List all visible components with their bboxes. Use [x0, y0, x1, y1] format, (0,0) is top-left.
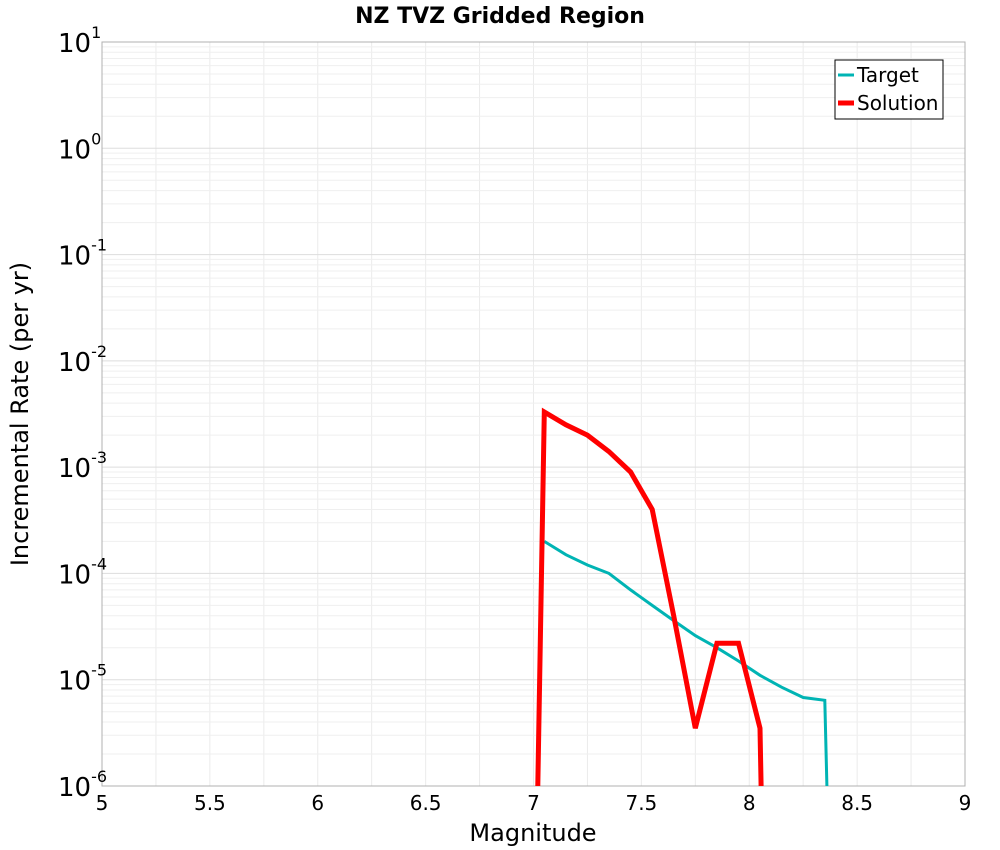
x-tick-label: 5.5	[194, 791, 226, 815]
legend: Target Solution	[834, 59, 944, 120]
series-line-target	[543, 540, 829, 787]
x-tick-label: 6	[311, 791, 324, 815]
y-tick-label: 10-5	[58, 661, 107, 697]
grid	[101, 42, 966, 787]
series-line-solution	[535, 407, 764, 787]
legend-label-solution: Solution	[857, 91, 938, 115]
x-tick-label: 8.5	[841, 791, 873, 815]
y-axis-label: Incremental Rate (per yr)	[6, 262, 34, 566]
x-tick-labels: 5 5.5 6 6.5 7 7.5 8 8.5 9	[96, 791, 972, 815]
y-tick-label: 10-6	[58, 767, 107, 803]
y-tick-label: 10-3	[58, 448, 107, 484]
x-tick-label: 9	[959, 791, 972, 815]
x-tick-label: 5	[96, 791, 109, 815]
chart-title: NZ TVZ Gridded Region	[355, 4, 645, 29]
legend-box	[834, 59, 944, 120]
x-tick-label: 7	[527, 791, 540, 815]
plot-area-frame	[101, 41, 966, 787]
series-layer	[535, 407, 829, 787]
y-tick-label: 10-2	[58, 342, 107, 378]
x-tick-label: 6.5	[410, 791, 442, 815]
x-tick-label: 8	[743, 791, 756, 815]
y-tick-label: 101	[58, 23, 101, 59]
x-axis-label: Magnitude	[469, 819, 596, 847]
x-tick-label: 7.5	[625, 791, 657, 815]
legend-label-target: Target	[856, 63, 919, 87]
y-tick-label: 10-4	[58, 554, 107, 590]
y-tick-label: 10-1	[58, 236, 107, 272]
y-tick-labels: 10-6 10-5 10-4 10-3 10-2 10-1 100 101	[58, 23, 107, 803]
y-tick-label: 100	[58, 129, 101, 165]
